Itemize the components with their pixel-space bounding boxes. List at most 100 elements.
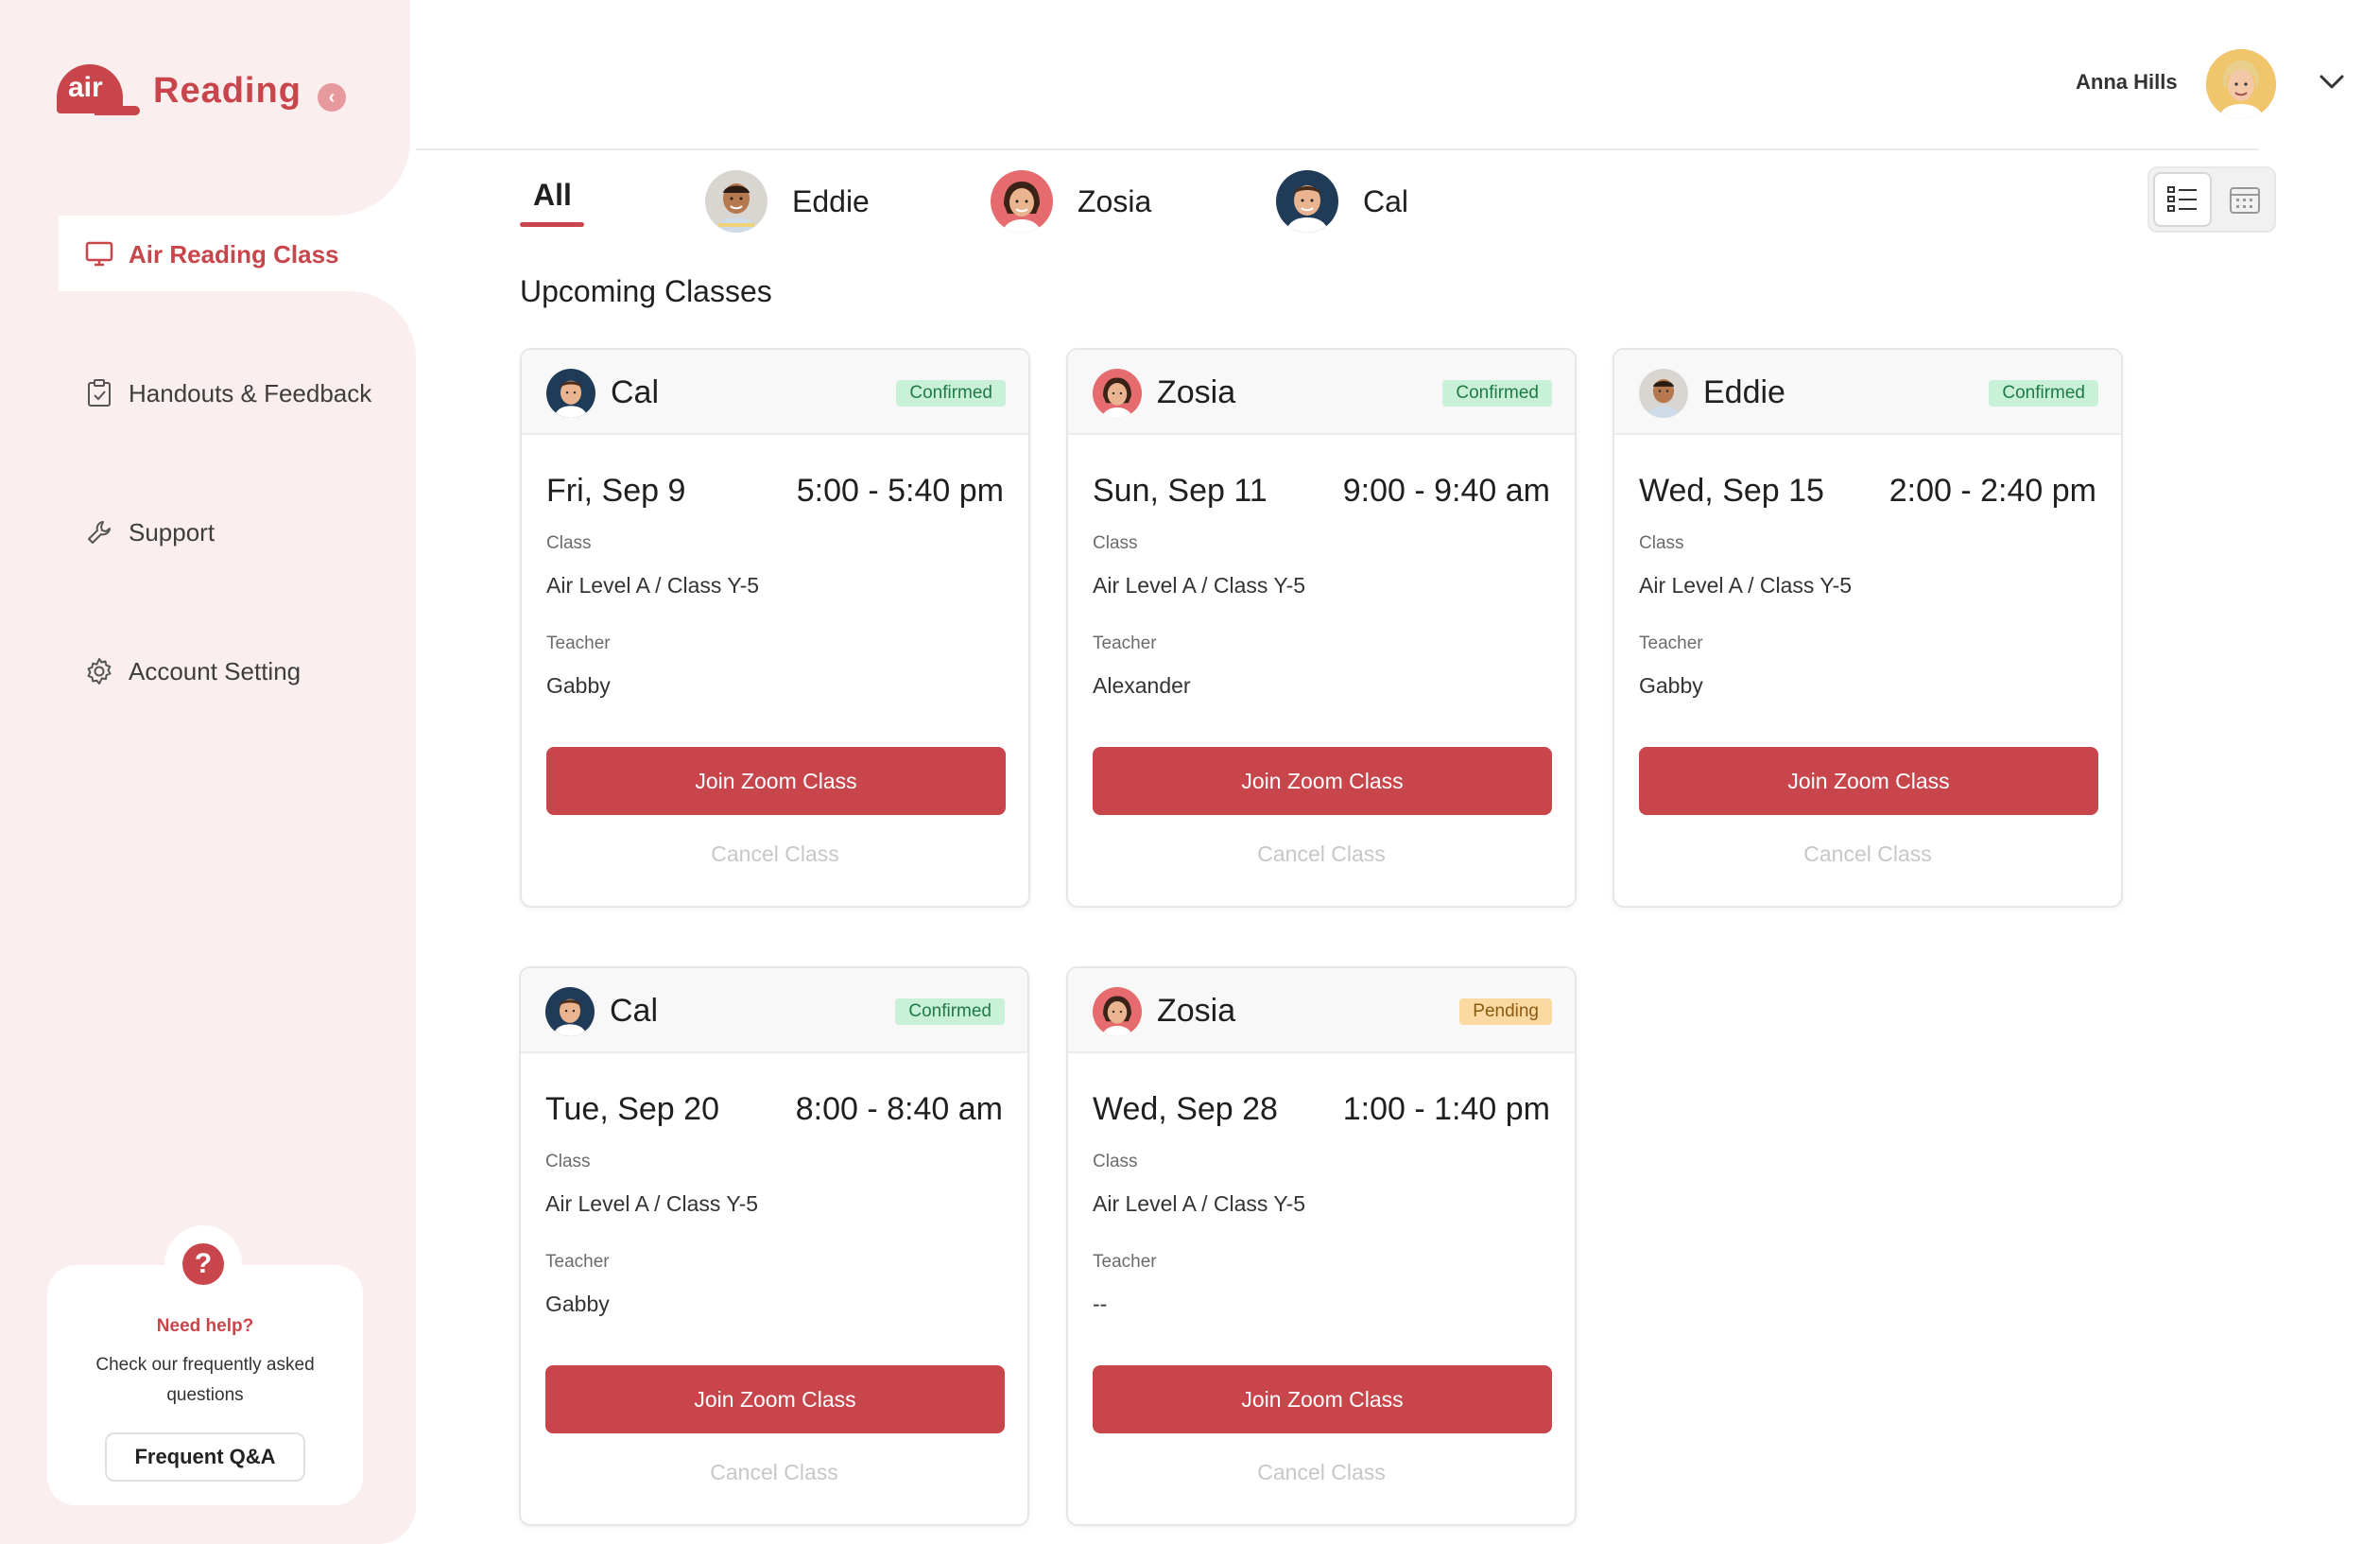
class-time: 8:00 - 8:40 am (795, 1091, 1003, 1127)
status-badge: Confirmed (1989, 380, 2098, 407)
list-view-button[interactable] (2153, 172, 2212, 227)
monitor-icon (83, 238, 115, 270)
sidebar-item-label: Handouts & Feedback (129, 378, 372, 408)
sidebar-item-account-setting[interactable]: Account Setting (83, 655, 301, 687)
join-zoom-class-button[interactable]: Join Zoom Class (1093, 1365, 1552, 1433)
cancel-class-button[interactable]: Cancel Class (711, 841, 839, 866)
help-card: Need help? Check our frequently asked qu… (47, 1265, 363, 1505)
collapse-sidebar-button[interactable]: ‹ (318, 83, 346, 112)
zosia-avatar (1093, 987, 1142, 1036)
class-date: Sun, Sep 11 (1093, 473, 1268, 509)
zosia-avatar (991, 170, 1053, 233)
class-label: Class (1093, 533, 1138, 553)
class-value: Air Level A / Class Y-5 (545, 1191, 759, 1216)
status-badge: Pending (1459, 998, 1552, 1025)
student-name: Cal (610, 993, 659, 1029)
section-title: Upcoming Classes (520, 274, 772, 308)
class-card: Eddie Confirmed Wed, Sep 15 2:00 - 2:40 pm C… (1613, 348, 2123, 908)
cancel-class-button[interactable]: Cancel Class (1803, 841, 1932, 866)
gear-icon (83, 655, 115, 687)
eddie-avatar (705, 170, 767, 233)
tab-active-indicator (520, 222, 584, 227)
class-card: Cal Confirmed Tue, Sep 20 8:00 - 8:40 am Cla… (519, 966, 1029, 1526)
cal-avatar (545, 987, 595, 1036)
card-header: Zosia Confirmed (1068, 350, 1575, 435)
chevron-left-icon: ‹ (328, 87, 336, 108)
student-name: Eddie (1703, 374, 1785, 410)
join-zoom-class-button[interactable]: Join Zoom Class (546, 747, 1006, 815)
calendar-view-button[interactable] (2217, 172, 2272, 227)
student-name: Cal (611, 374, 660, 410)
class-time: 1:00 - 1:40 pm (1342, 1091, 1550, 1127)
class-date: Wed, Sep 28 (1093, 1091, 1278, 1127)
teacher-value: Gabby (546, 673, 611, 698)
zosia-avatar (1093, 369, 1142, 418)
status-badge: Confirmed (895, 998, 1005, 1025)
card-header: Eddie Confirmed (1614, 350, 2121, 435)
tab-eddie[interactable]: Eddie (705, 170, 870, 233)
clipboard-icon (83, 377, 115, 409)
tab-cal[interactable]: Cal (1276, 170, 1408, 233)
sidebar-bg-strip (0, 216, 59, 293)
sidebar-item-support[interactable]: Support (83, 516, 215, 548)
teacher-label: Teacher (545, 1252, 610, 1272)
class-time: 9:00 - 9:40 am (1342, 473, 1550, 509)
list-icon (2167, 186, 2197, 212)
cap-logo-icon: air (57, 64, 140, 117)
join-zoom-class-button[interactable]: Join Zoom Class (545, 1365, 1005, 1433)
teacher-label: Teacher (546, 633, 611, 653)
teacher-value: -- (1093, 1292, 1108, 1316)
class-time: 5:00 - 5:40 pm (796, 473, 1004, 509)
help-title: Need help? (156, 1316, 254, 1336)
class-date: Tue, Sep 20 (545, 1091, 719, 1127)
class-card: Zosia Confirmed Sun, Sep 11 9:00 - 9:40 am C… (1066, 348, 1577, 908)
view-toggle (2147, 166, 2276, 233)
card-header: Cal Confirmed (522, 350, 1028, 435)
cancel-class-button[interactable]: Cancel Class (1257, 1460, 1386, 1484)
sidebar-item-air-reading-class[interactable]: Air Reading Class (83, 238, 339, 270)
student-name: Zosia (1157, 374, 1236, 410)
class-date: Fri, Sep 9 (546, 473, 686, 509)
cal-avatar (1276, 170, 1338, 233)
question-mark-icon: ? (182, 1243, 224, 1285)
wrench-icon (83, 516, 115, 548)
sidebar-item-label: Account Setting (129, 656, 302, 685)
join-zoom-class-button[interactable]: Join Zoom Class (1639, 747, 2098, 815)
teacher-value: Gabby (1639, 673, 1703, 698)
status-badge: Confirmed (896, 380, 1006, 407)
sidebar-item-label: Air Reading Class (129, 239, 339, 269)
cancel-class-button[interactable]: Cancel Class (1257, 841, 1386, 866)
card-header: Cal Confirmed (521, 968, 1027, 1053)
status-badge: Confirmed (1442, 380, 1552, 407)
join-zoom-class-button[interactable]: Join Zoom Class (1093, 747, 1552, 815)
class-time: 2:00 - 2:40 pm (1888, 473, 2096, 509)
class-value: Air Level A / Class Y-5 (546, 573, 760, 598)
sidebar-active-bg (59, 217, 418, 291)
tab-label: Eddie (792, 183, 870, 218)
class-date: Wed, Sep 15 (1639, 473, 1824, 509)
class-value: Air Level A / Class Y-5 (1093, 1191, 1306, 1216)
class-label: Class (1093, 1152, 1138, 1171)
tab-all[interactable]: All (533, 178, 572, 212)
teacher-label: Teacher (1093, 1252, 1157, 1272)
class-label: Class (546, 533, 592, 553)
teacher-value: Gabby (545, 1292, 610, 1316)
app-logo[interactable]: air Reading (57, 64, 302, 117)
tab-label: Zosia (1078, 183, 1152, 218)
cancel-class-button[interactable]: Cancel Class (710, 1460, 838, 1484)
chevron-down-icon[interactable] (2318, 68, 2346, 96)
teacher-label: Teacher (1639, 633, 1703, 653)
cal-avatar (546, 369, 595, 418)
class-card: Cal Confirmed Fri, Sep 9 5:00 - 5:40 pm Clas… (520, 348, 1030, 908)
user-name[interactable]: Anna Hills (2076, 70, 2178, 94)
card-header: Zosia Pending (1068, 968, 1575, 1053)
sidebar-item-handouts-feedback[interactable]: Handouts & Feedback (83, 377, 371, 409)
teacher-value: Alexander (1093, 673, 1191, 698)
frequent-qa-button[interactable]: Frequent Q&A (105, 1432, 305, 1482)
tab-zosia[interactable]: Zosia (991, 170, 1151, 233)
calendar-icon (2230, 187, 2260, 214)
class-label: Class (545, 1152, 591, 1171)
student-name: Zosia (1157, 993, 1236, 1029)
user-avatar[interactable] (2206, 49, 2276, 119)
brand-name: Reading (153, 70, 302, 111)
